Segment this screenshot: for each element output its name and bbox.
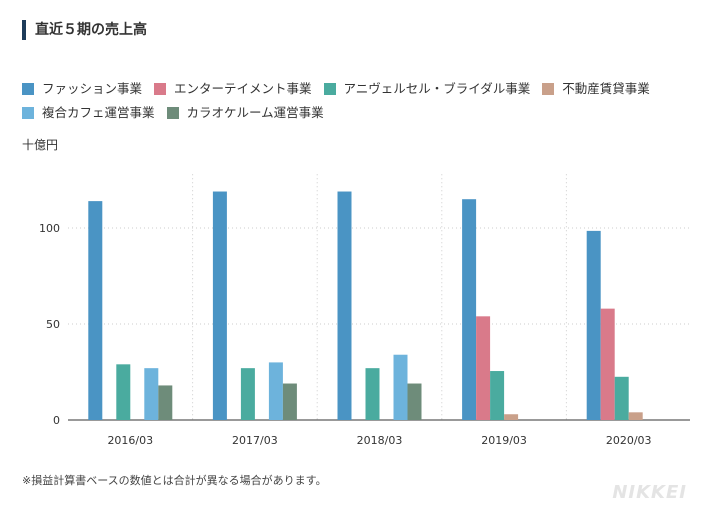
legend-label: ファッション事業 bbox=[42, 81, 143, 96]
legend-item[interactable]: ファッション事業 bbox=[22, 78, 142, 100]
legend-item[interactable]: 不動産賃貸事業 bbox=[542, 78, 650, 100]
legend-label: エンターテイメント事業 bbox=[174, 81, 312, 96]
x-tick-label: 2018/03 bbox=[357, 434, 403, 447]
x-tick-label: 2020/03 bbox=[606, 434, 652, 447]
bar bbox=[282, 383, 297, 420]
legend-swatch bbox=[542, 83, 555, 95]
legend-item[interactable]: アニヴェルセル・ブライダル事業 bbox=[323, 78, 531, 100]
legend-swatch bbox=[22, 83, 34, 95]
bar bbox=[88, 201, 103, 420]
bar bbox=[628, 412, 643, 420]
legend-swatch bbox=[323, 83, 336, 95]
legend-swatch bbox=[154, 83, 167, 95]
bar bbox=[240, 368, 255, 420]
bar bbox=[337, 191, 352, 420]
legend-item[interactable]: 複合カフェ運営事業 bbox=[22, 102, 155, 124]
legend-label: 不動産賃貸事業 bbox=[562, 81, 650, 96]
legend-swatch bbox=[22, 107, 34, 119]
legend-label: アニヴェルセル・ブライダル事業 bbox=[343, 81, 531, 96]
nikkei-logo: NIKKEI bbox=[612, 482, 687, 503]
bar bbox=[504, 414, 519, 420]
bar bbox=[365, 368, 380, 420]
bar bbox=[393, 354, 408, 420]
chart-title: 直近５期の売上高 bbox=[22, 20, 147, 40]
y-tick-label: 100 bbox=[39, 222, 60, 235]
y-tick-label: 50 bbox=[46, 318, 60, 331]
legend-swatch bbox=[166, 107, 179, 119]
bar bbox=[116, 364, 131, 420]
bar bbox=[614, 376, 629, 420]
bar bbox=[462, 199, 477, 420]
bar bbox=[600, 308, 615, 420]
legend-label: 複合カフェ運営事業 bbox=[42, 105, 155, 120]
x-tick-label: 2016/03 bbox=[107, 434, 153, 447]
bar bbox=[586, 230, 601, 420]
legend-label: カラオケルーム運営事業 bbox=[186, 105, 324, 120]
y-axis-unit: 十億円 bbox=[22, 138, 59, 152]
legend: ファッション事業 エンターテイメント事業 アニヴェルセル・ブライダル事業 不動産賃貸事… bbox=[22, 78, 701, 126]
bar bbox=[407, 383, 422, 420]
y-tick-label: 0 bbox=[53, 414, 60, 427]
legend-item[interactable]: エンターテイメント事業 bbox=[154, 78, 312, 100]
bar bbox=[490, 371, 505, 420]
legend-item[interactable]: カラオケルーム運営事業 bbox=[166, 102, 324, 124]
footnote: ※損益計算書ベースの数値とは合計が異なる場合があります。 bbox=[22, 474, 327, 487]
bar bbox=[158, 385, 173, 420]
bar bbox=[476, 316, 491, 420]
x-tick-label: 2017/03 bbox=[232, 434, 278, 447]
bar bbox=[144, 368, 159, 420]
x-tick-label: 2019/03 bbox=[481, 434, 527, 447]
bar bbox=[212, 191, 227, 420]
bar bbox=[268, 362, 283, 420]
